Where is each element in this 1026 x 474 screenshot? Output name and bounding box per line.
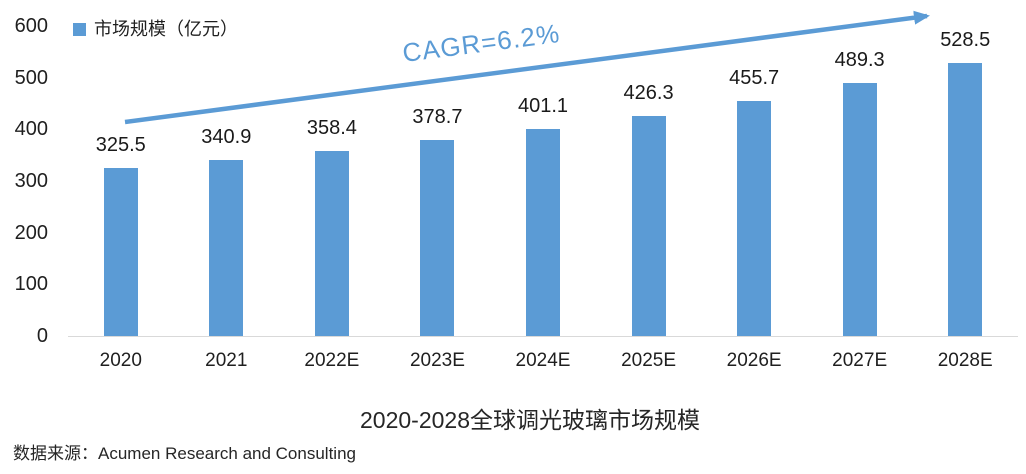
x-tick-label-2021: 2021 [205,350,248,371]
bar-2023E [420,140,455,336]
y-tick-label: 600 [14,15,48,37]
value-label-2023E: 378.7 [412,106,463,129]
value-label-2027E: 489.3 [834,49,885,72]
bar-2026E [737,100,772,336]
bar-2027E [842,83,877,336]
x-tick-label-2020: 2020 [99,350,142,371]
value-label-2024E: 401.1 [517,94,569,117]
legend: 市场规模（亿元） [73,19,238,39]
bar-2024E [526,128,560,336]
value-label-2021: 340.9 [201,125,252,148]
cagr-annotation: CAGR=6.2% [400,18,562,68]
value-label-2028E: 528.5 [940,28,991,51]
y-tick-label: 100 [14,273,48,296]
bar-2021 [209,159,244,336]
x-tick-label-2026E: 2026E [726,350,782,371]
value-label-2025E: 426.3 [623,81,674,104]
legend-label: 市场规模（亿元） [94,19,238,39]
x-tick-label-2023E: 2023E [409,350,465,371]
bar-2022E [314,150,349,336]
x-axis-line [68,336,1018,337]
y-tick-label: 400 [14,118,48,141]
x-tick-label-2027E: 2027E [832,350,888,371]
chart-title: 2020-2028全球调光玻璃市场规模 [360,407,700,433]
value-label-2026E: 455.7 [729,66,780,89]
data-source-prefix: 数据来源： [13,444,98,463]
bar-2025E [631,115,666,336]
legend-swatch-icon [73,22,86,36]
bar-2020 [103,167,138,336]
y-tick-label: 500 [14,66,48,89]
x-tick-label-2022E: 2022E [304,350,360,371]
x-tick-label-2028E: 2028E [937,350,993,371]
value-label-2020: 325.5 [95,133,146,156]
bar-2028E [948,62,983,336]
x-tick-label-2025E: 2025E [621,350,677,371]
y-tick-label: 0 [36,325,48,347]
y-tick-label: 200 [14,221,48,244]
data-source-text: Acumen Research and Consulting [98,444,356,463]
x-tick-label-2024E: 2024E [515,350,571,371]
data-source: 数据来源：Acumen Research and Consulting [13,442,356,466]
y-tick-label: 300 [14,170,48,192]
value-label-2022E: 358.4 [306,116,357,139]
